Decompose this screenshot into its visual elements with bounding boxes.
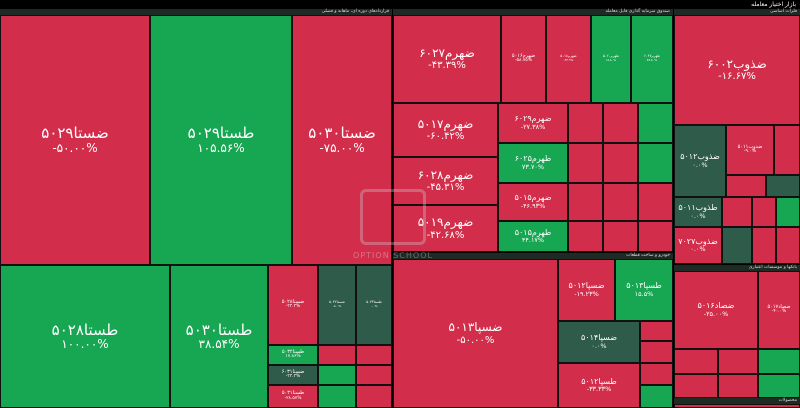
tile[interactable] (638, 183, 673, 221)
tile[interactable] (603, 183, 638, 221)
tile[interactable]: ضهرم۵۰۱۸ -۴۳.۹% (546, 15, 591, 103)
tile[interactable] (640, 385, 673, 408)
tile[interactable] (603, 143, 638, 183)
tile[interactable]: طستا۵۰۳۱ -۲۸.۵۷% (268, 385, 318, 408)
tile[interactable]: طستا۵۰۳۰ ۳۸.۵۴% (170, 265, 268, 408)
section-label: محصولات (778, 398, 797, 403)
tile[interactable]: ضهرم۵۰۱۹ -۴۲.۶۸% (393, 205, 498, 252)
section-banks: بانکها و موسسات اعتباری ضصاد۵۰۱۶ -۲۵.۰۰% … (674, 265, 800, 398)
tile[interactable] (674, 349, 718, 374)
tile[interactable] (722, 227, 752, 264)
tile[interactable] (603, 103, 638, 143)
tile[interactable]: طسپا۵۰۱۳ ۱۵.۵% (615, 259, 673, 321)
market-title: بازار اختیار معامله (751, 1, 796, 8)
tile[interactable] (318, 365, 356, 385)
section-options-contracts: قراردادهای دوره ای، ماهانه و فصلی ضستا۵۰… (0, 9, 392, 408)
tile[interactable]: ضهرم۵۰۱۵ -۴۶.۹۳% (498, 183, 568, 221)
tile[interactable] (776, 197, 800, 227)
tile[interactable]: ضستا۶۰۳۱ -۳۳.۳% (268, 365, 318, 385)
tile[interactable]: طهرم۵۰۲۰ ۱۵.۸۰% (591, 15, 631, 103)
tile[interactable]: ضستا۵۰۳۲ -۸.۰% (318, 265, 356, 345)
tile[interactable] (752, 227, 776, 264)
tile[interactable] (568, 103, 603, 143)
tile[interactable] (640, 321, 673, 341)
section-label: قراردادهای دوره ای، ماهانه و فصلی (321, 9, 389, 14)
tile[interactable]: طستا۵۰۲۸ ۱۰۰.۰۰% (0, 265, 170, 408)
tile[interactable] (318, 345, 356, 365)
section-automotive: خودرو و ساخت قطعات ضسپا۵۰۱۳ -۵۰.۰۰% ضسپا۵… (393, 253, 673, 408)
section-basic-metals: فلزات اساسی ضذوب۶۰۰۲ -۱۶.۶۷% ضذوب۵۰۱۲ ۰.۰%… (674, 9, 800, 264)
tile[interactable] (766, 175, 800, 197)
tile[interactable]: ضسپا۵۰۱۲ -۱۹.۲۳% (558, 259, 615, 321)
tile[interactable]: ضستا۵۰۳۰ -۷۵.۰۰% (292, 15, 392, 265)
section-label: بانکها و موسسات اعتباری (748, 265, 797, 270)
tile[interactable] (758, 374, 800, 398)
tile[interactable]: طهرم۵۰۱۵ ۴۴.۱۷% (498, 221, 568, 252)
tile[interactable]: ضهرم۶۰۲۹ -۲۷.۳۸% (498, 103, 568, 143)
tile[interactable] (356, 365, 392, 385)
tile[interactable]: طهرم۶۰۴۷ ۸۷.۸۰% (631, 15, 673, 103)
section-etf: صندوق سرمایه گذاری قابل معامله ضهرم۶۰۲۷-… (393, 9, 673, 252)
tile[interactable]: ضستا۵۰۲۸ -۳۳.۳% (268, 265, 318, 345)
tile[interactable]: ضذوب۷۰۲۷ ۰.۰% (674, 227, 722, 264)
tile[interactable] (718, 349, 758, 374)
tile[interactable]: ضهرم۵۰۱۶ -۵۸.۷۵% (501, 15, 546, 103)
tile[interactable]: ضستا۵۰۲۹ -۵۰.۰۰% (0, 15, 150, 265)
tile[interactable]: طهرم۶۰۲۵ ۷۳.۷۰% (498, 143, 568, 183)
tile[interactable]: ضهرم۶۰۲۷ -۴۳.۳۹% (393, 15, 501, 103)
tile[interactable]: طستا۵۰۳۲ ۱۷.۸۶% (268, 345, 318, 365)
tile[interactable]: طستا۵۰۲۹ ۱۰۵.۵۶% (150, 15, 292, 265)
tile[interactable] (726, 175, 766, 197)
tile[interactable] (722, 197, 752, 227)
tile[interactable] (674, 374, 718, 398)
tile[interactable]: ضصاد۵۰۱۷ -۴۰.۰% (758, 271, 800, 349)
tile[interactable]: طستا۵۰۳۳ ۰.۰% (356, 265, 392, 345)
tile[interactable] (318, 385, 356, 408)
section-products: محصولات (674, 398, 800, 408)
tile[interactable] (603, 221, 638, 252)
tile[interactable]: طسپا۵۰۱۲ -۳۳.۳۳% (558, 363, 640, 408)
tile[interactable]: ضذوب۵۰۱۲ ۰.۰% (674, 125, 726, 197)
top-bar: بازار اختیار معامله (0, 0, 800, 9)
tile[interactable]: ضذوب۵۰۱۱ -۹.۰% (726, 125, 774, 175)
tile[interactable] (776, 227, 800, 264)
tile[interactable] (758, 349, 800, 374)
tile[interactable] (568, 183, 603, 221)
tile[interactable] (640, 341, 673, 363)
tile[interactable] (640, 363, 673, 385)
tile[interactable] (752, 197, 776, 227)
tile[interactable]: ضهرم۵۰۱۷ -۶۰.۴۲% (393, 103, 498, 157)
tile[interactable] (638, 221, 673, 252)
tile[interactable]: طذوب۵۰۱۱ ۰.۰% (674, 197, 722, 227)
tile[interactable] (774, 125, 800, 175)
tile[interactable]: ضسپا۵۰۱۳ -۵۰.۰۰% (393, 259, 558, 408)
tile[interactable]: ضسپا۵۰۱۴ ۰.۰% (558, 321, 640, 363)
tile[interactable]: ضهرم۶۰۲۸ -۴۵.۳۱% (393, 157, 498, 205)
tile[interactable] (568, 221, 603, 252)
tile[interactable] (674, 404, 800, 408)
tile[interactable] (568, 143, 603, 183)
tile[interactable] (718, 374, 758, 398)
tile[interactable] (638, 143, 673, 183)
section-label: فلزات اساسی (770, 9, 797, 14)
section-label: صندوق سرمایه گذاری قابل معامله (605, 9, 670, 14)
tile[interactable]: ضذوب۶۰۰۲ -۱۶.۶۷% (674, 15, 800, 125)
section-label: خودرو و ساخت قطعات (626, 253, 670, 258)
tile[interactable] (356, 385, 392, 408)
tile[interactable]: ضصاد۵۰۱۶ -۲۵.۰۰% (674, 271, 758, 349)
tile[interactable] (356, 345, 392, 365)
tile[interactable] (638, 103, 673, 143)
